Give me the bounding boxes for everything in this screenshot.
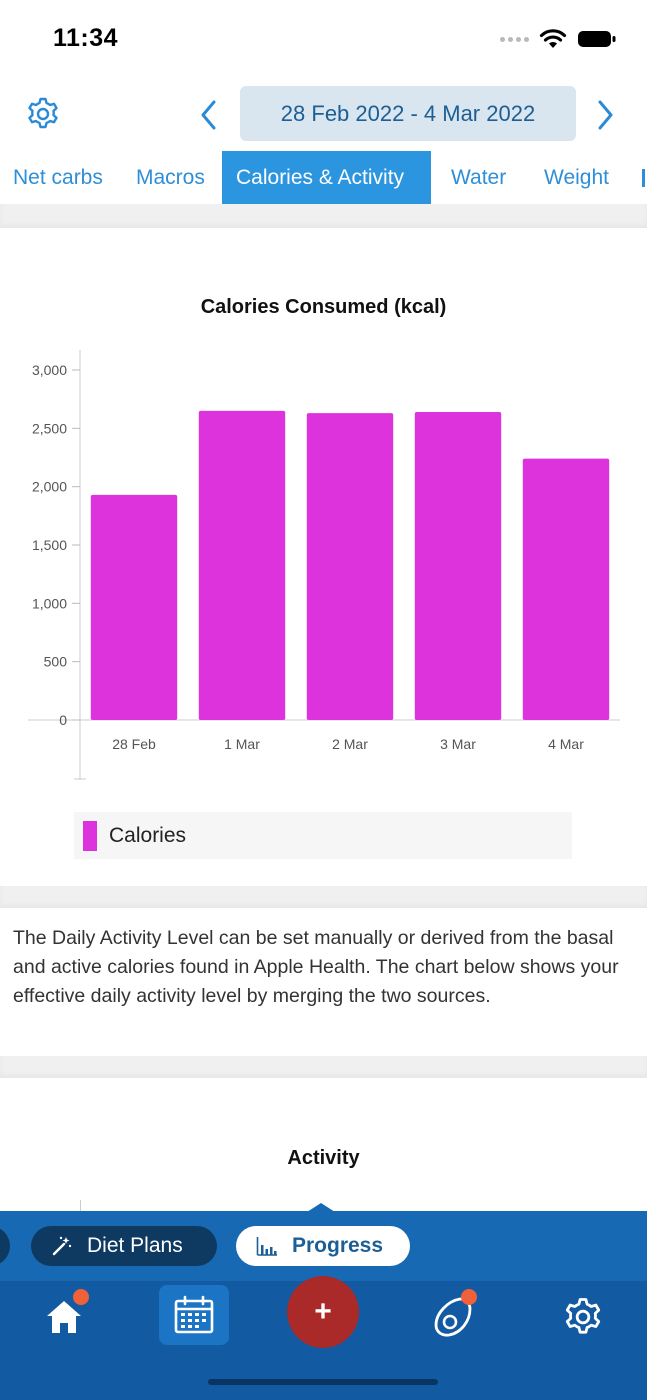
legend-swatch	[83, 820, 97, 851]
bar-calories	[306, 413, 394, 720]
status-bar: 11:34	[0, 0, 647, 80]
bar-calories	[198, 410, 286, 720]
home-indicator	[208, 1379, 438, 1385]
nav-calendar[interactable]	[159, 1285, 229, 1345]
x-tick-label: 4 Mar	[548, 736, 584, 752]
bar-chart-icon	[256, 1237, 277, 1256]
tab-water[interactable]: Water	[451, 165, 507, 189]
bar-calories	[90, 494, 178, 720]
progress-tabs: Net carbs Macros Calories & Activity Wat…	[0, 151, 647, 204]
tab-overflow[interactable]	[642, 151, 647, 204]
activity-chart-axis	[80, 1200, 81, 1211]
tab-net-carbs[interactable]: Net carbs	[13, 165, 103, 189]
previous-week-chevron-icon[interactable]	[196, 98, 222, 132]
status-icons	[500, 28, 617, 50]
section-divider	[0, 886, 647, 908]
x-tick-label: 2 Mar	[332, 736, 368, 752]
pill-partial[interactable]	[0, 1226, 10, 1266]
diet-plans-button[interactable]: Diet Plans	[31, 1226, 217, 1266]
x-tick-label: 28 Feb	[112, 736, 156, 752]
tab-calories-activity[interactable]: Calories & Activity	[222, 151, 431, 204]
calories-chart-title: Calories Consumed (kcal)	[200, 296, 447, 318]
foods-notification-badge	[461, 1289, 477, 1305]
add-entry-button[interactable]: +	[287, 1276, 359, 1348]
progress-label: Progress	[292, 1234, 384, 1257]
bar-calories	[522, 458, 610, 720]
legend-label: Calories	[109, 823, 187, 847]
home-icon	[47, 1301, 81, 1333]
nav-home[interactable]	[42, 1289, 89, 1339]
activity-chart-title: Activity	[287, 1147, 360, 1169]
y-tick-label: 3,000	[32, 362, 67, 378]
x-tick-label: 3 Mar	[440, 736, 476, 752]
y-tick-label: 1,000	[32, 595, 67, 611]
status-time: 11:34	[53, 24, 119, 52]
nav-settings[interactable]	[561, 1295, 605, 1339]
wifi-icon	[539, 29, 567, 48]
section-divider	[0, 1056, 647, 1078]
x-tick-label: 1 Mar	[224, 736, 260, 752]
date-range-button[interactable]: 28 Feb 2022 - 4 Mar 2022	[240, 86, 576, 141]
cellular-signal-icon	[500, 36, 529, 42]
date-header: 28 Feb 2022 - 4 Mar 2022	[0, 84, 647, 144]
y-tick-label: 1,500	[32, 537, 67, 553]
calendar-icon	[174, 1295, 214, 1334]
section-divider	[0, 204, 647, 228]
activity-info-text: The Daily Activity Level can be set manu…	[13, 927, 619, 1007]
bar-calories	[414, 412, 502, 720]
calories-bar-chart: 0 500 1,000 1,500 2,000 2,500 3,000 28 Feb 1 Mar…	[28, 350, 620, 780]
y-tick-label: 2,500	[32, 420, 67, 436]
settings-icon	[565, 1298, 601, 1334]
nav-foods[interactable]	[430, 1289, 477, 1339]
progress-button[interactable]: Progress	[236, 1226, 410, 1266]
settings-gear-icon[interactable]	[25, 96, 61, 132]
chart-legend[interactable]: Calories	[74, 812, 572, 859]
diet-plans-label: Diet Plans	[87, 1234, 183, 1257]
add-icon: +	[314, 1295, 332, 1328]
home-notification-badge	[73, 1289, 89, 1305]
tab-macros[interactable]: Macros	[136, 165, 205, 189]
switcher-notch	[307, 1203, 335, 1212]
tab-weight[interactable]: Weight	[544, 165, 609, 189]
y-tick-label: 2,000	[32, 479, 67, 495]
y-tick-label: 500	[44, 654, 68, 670]
battery-icon	[578, 31, 616, 47]
y-tick-label: 0	[59, 712, 67, 728]
magic-wand-icon	[52, 1236, 72, 1256]
next-week-chevron-icon[interactable]	[592, 98, 618, 132]
